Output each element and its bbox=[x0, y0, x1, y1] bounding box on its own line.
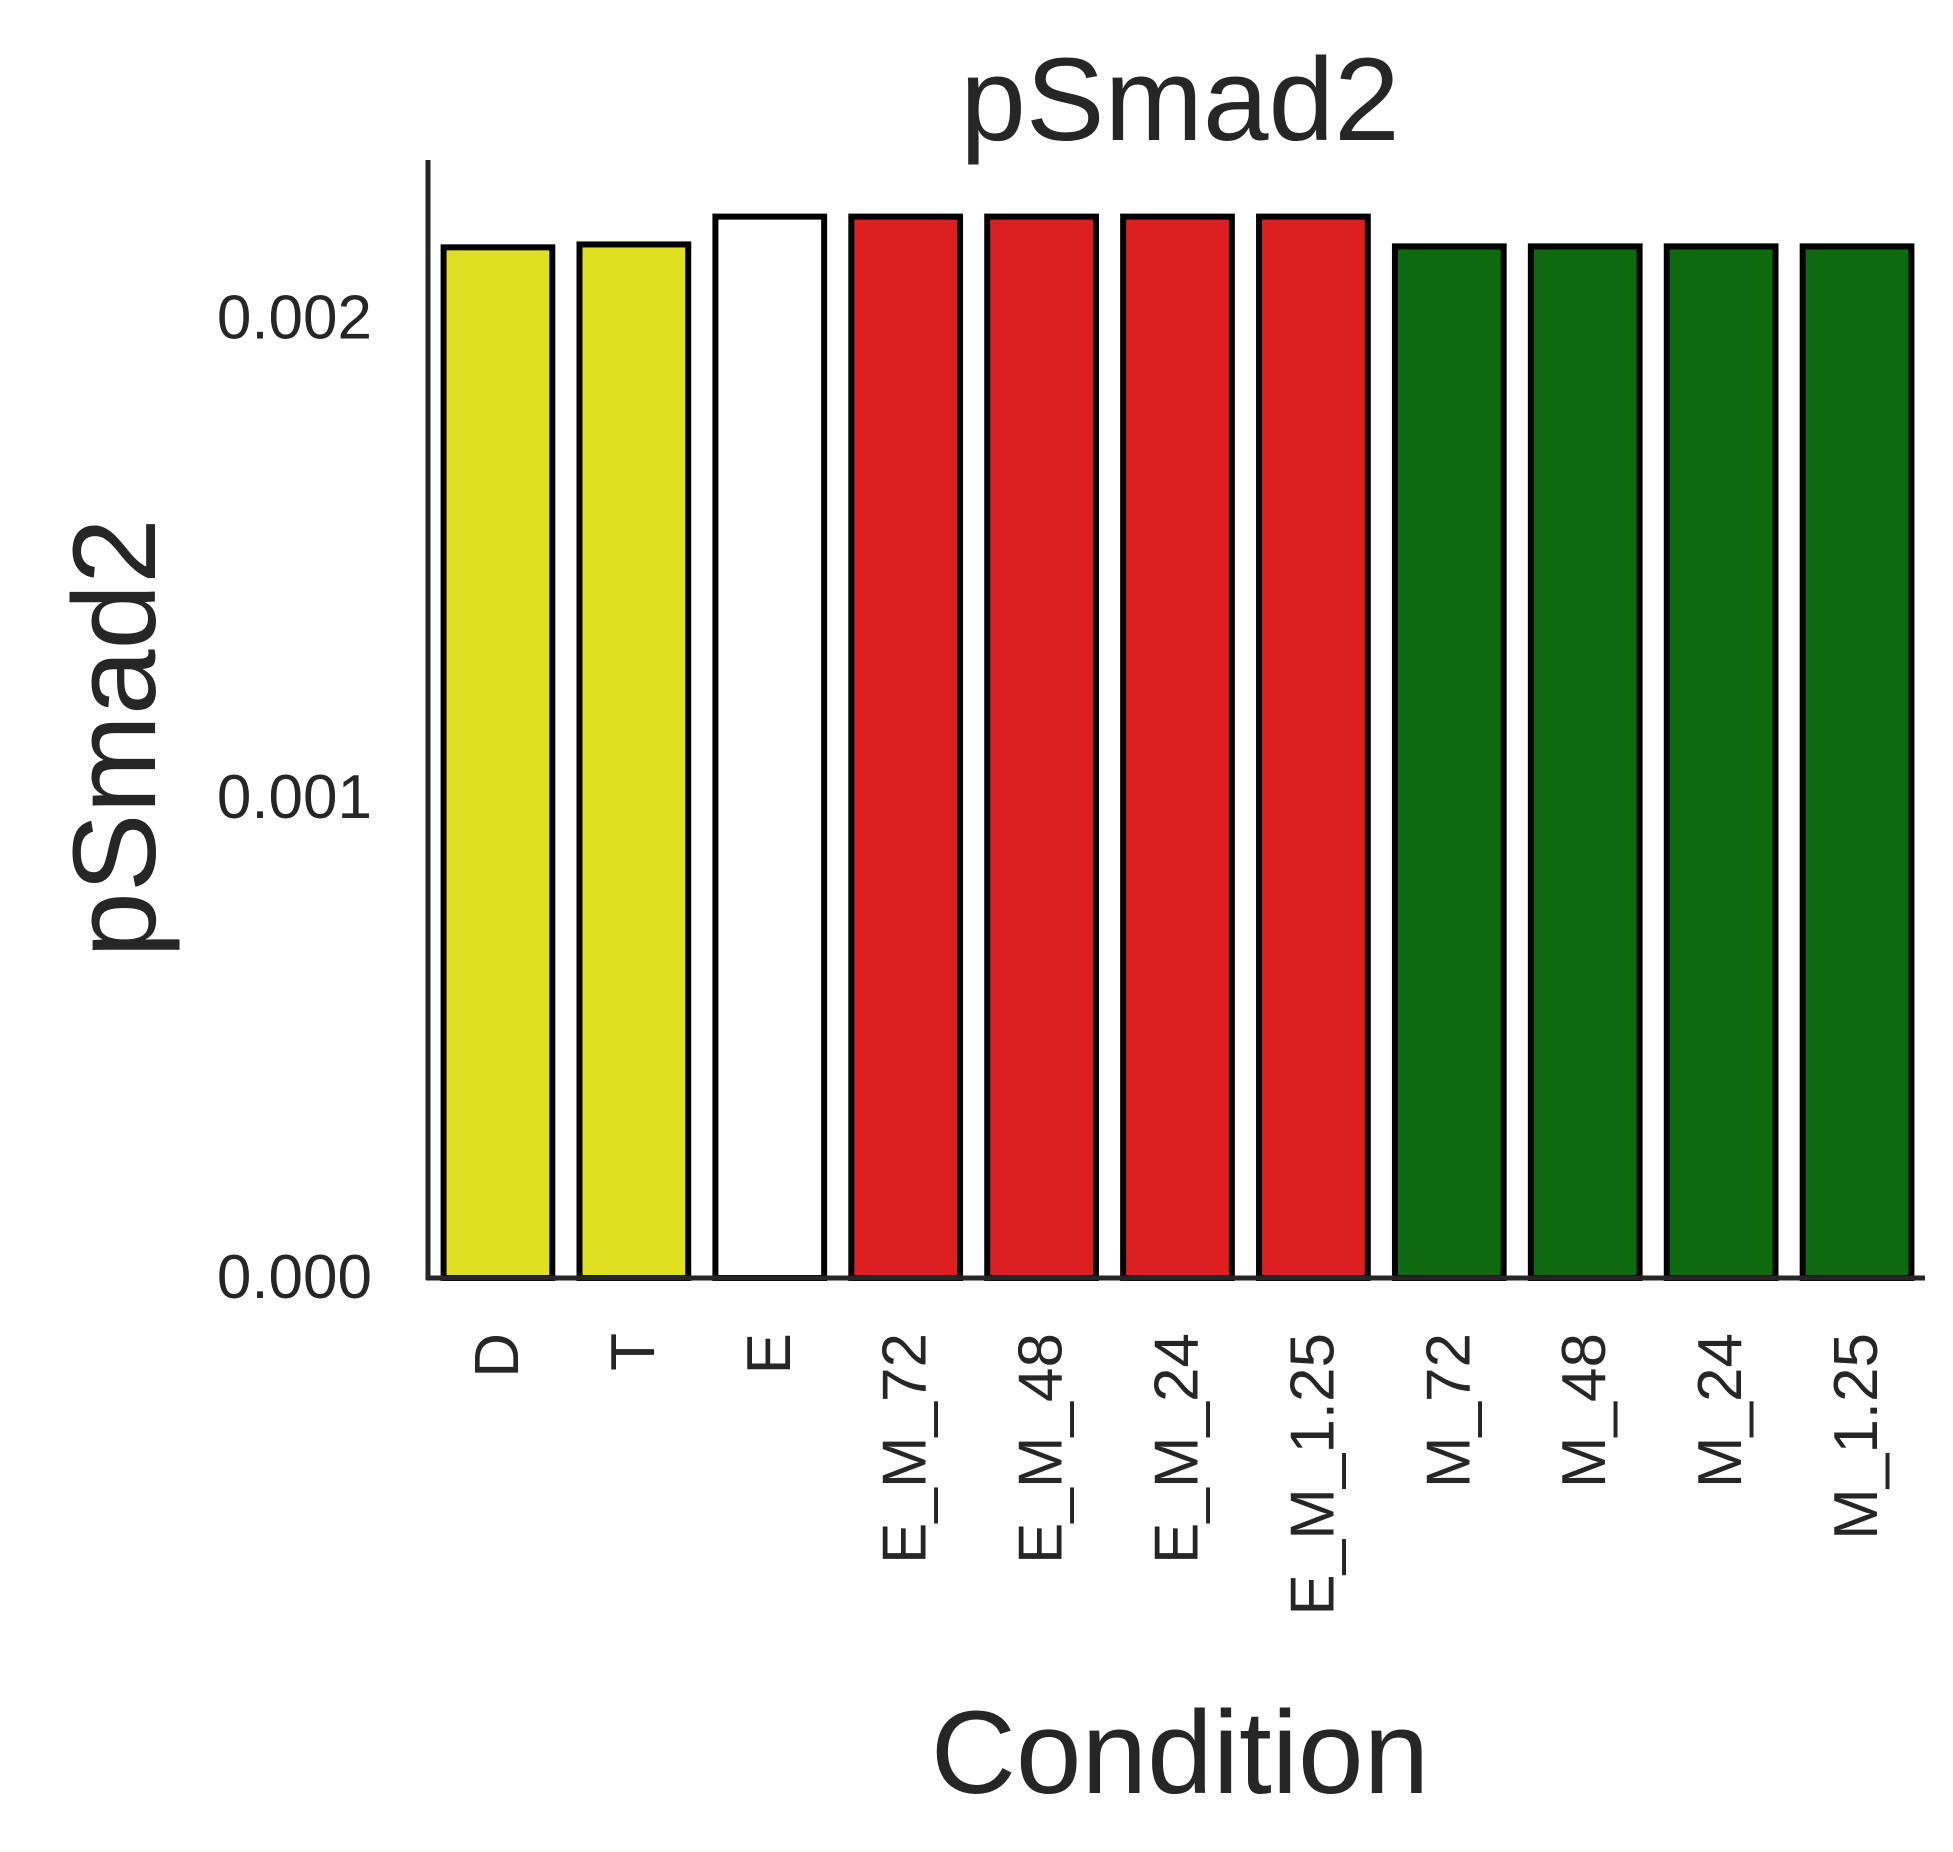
y-axis-label: pSmad2 bbox=[49, 518, 181, 958]
bar-T bbox=[576, 241, 692, 1282]
x-tick-label: T bbox=[599, 1333, 668, 1371]
bar-E_M_1.25 bbox=[1256, 213, 1371, 1281]
x-tick-label: E_M_48 bbox=[1007, 1333, 1076, 1564]
bar-E_M_48 bbox=[984, 213, 1099, 1281]
x-tick-label: E_M_24 bbox=[1143, 1333, 1212, 1564]
x-tick-label: E bbox=[735, 1333, 804, 1374]
bar-E bbox=[712, 213, 828, 1281]
x-axis-label: Condition bbox=[931, 1687, 1430, 1819]
y-tick-label: 0.000 bbox=[217, 1243, 372, 1312]
bar-M_48 bbox=[1527, 243, 1643, 1281]
x-tick-label: E_M_1.25 bbox=[1278, 1333, 1347, 1616]
bar-E_M_72 bbox=[848, 213, 964, 1281]
y-tick-label: 0.001 bbox=[217, 763, 372, 832]
bar-M_72 bbox=[1391, 243, 1507, 1281]
x-tick-label: M_1.25 bbox=[1822, 1333, 1891, 1540]
x-tick-label: M_24 bbox=[1686, 1333, 1755, 1488]
x-tick-label: M_48 bbox=[1550, 1333, 1619, 1488]
x-tick-label: D bbox=[463, 1333, 532, 1378]
chart-title: pSmad2 bbox=[960, 34, 1400, 166]
plot-area: 0.000 0.001 0.002 D T E E_M_72 E_M_48 E_M_24 E_M_… bbox=[217, 160, 1925, 1616]
bar-M_24 bbox=[1663, 243, 1779, 1281]
bar-M_1.25 bbox=[1799, 243, 1915, 1281]
y-tick-label: 0.002 bbox=[217, 283, 372, 352]
bar-D bbox=[440, 244, 556, 1282]
x-tick-label: M_72 bbox=[1414, 1333, 1483, 1488]
bar-E_M_24 bbox=[1120, 213, 1235, 1281]
x-tick-label: E_M_72 bbox=[871, 1333, 940, 1564]
